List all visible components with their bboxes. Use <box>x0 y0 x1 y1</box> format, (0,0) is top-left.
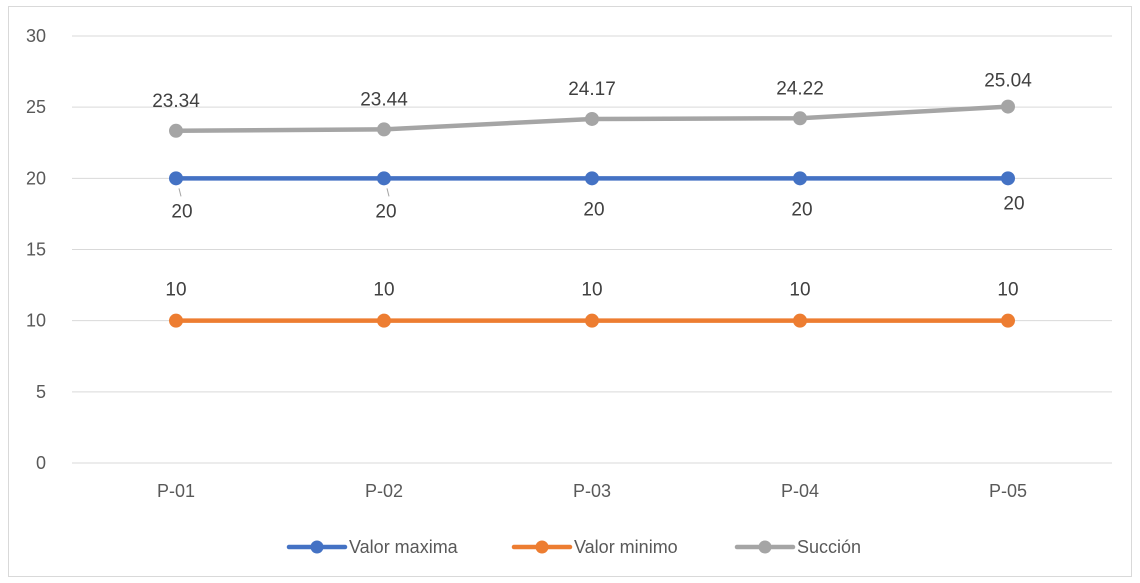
data-label: 23.34 <box>152 91 200 112</box>
data-label: 10 <box>581 280 602 301</box>
legend-marker <box>310 540 324 554</box>
y-tick-label: 5 <box>36 382 46 402</box>
legend-label: Succión <box>797 537 861 557</box>
legend-marker <box>535 540 549 554</box>
data-point <box>1001 171 1015 186</box>
data-point <box>585 171 599 186</box>
y-tick-label: 0 <box>36 453 46 473</box>
leader-line <box>178 188 182 197</box>
data-label: 10 <box>789 280 810 301</box>
data-point <box>377 313 391 328</box>
data-point <box>793 313 807 328</box>
data-label: 20 <box>1003 193 1024 214</box>
y-tick-label: 25 <box>26 97 46 117</box>
data-label: 20 <box>791 199 812 220</box>
data-point <box>169 313 183 328</box>
chart-frame <box>8 6 1132 577</box>
data-label: 20 <box>583 199 604 220</box>
data-point <box>585 111 599 126</box>
legend-label: Valor minimo <box>574 537 678 557</box>
data-point <box>793 171 807 186</box>
gridlines <box>72 35 1112 464</box>
data-label: 24.22 <box>776 78 824 99</box>
data-label: 20 <box>375 201 396 222</box>
y-tick-label: 20 <box>26 168 46 188</box>
data-label: 24.17 <box>568 79 616 100</box>
legend: Valor maxima Valor minimo Succión <box>286 537 861 557</box>
y-tick-label: 30 <box>26 26 46 46</box>
data-label: 10 <box>373 280 394 301</box>
x-tick-label: P-05 <box>989 481 1027 501</box>
legend-label: Valor maxima <box>349 537 459 557</box>
data-label: 20 <box>171 201 192 222</box>
x-tick-label: P-01 <box>157 481 195 501</box>
data-point <box>1001 99 1015 114</box>
data-point <box>169 171 183 186</box>
data-point <box>585 313 599 328</box>
x-tick-label: P-02 <box>365 481 403 501</box>
y-tick-label: 15 <box>26 240 46 260</box>
data-label: 10 <box>997 280 1018 301</box>
data-labels: 20 20 20 20 20 10 10 10 10 10 23.34 23.44 24.17 24.22… <box>152 71 1032 301</box>
x-tick-label: P-04 <box>781 481 819 501</box>
x-axis-ticks: P-01 P-02 P-03 P-04 P-05 <box>157 481 1027 501</box>
data-label: 10 <box>165 280 186 301</box>
series-group <box>169 99 1015 328</box>
data-point <box>793 111 807 126</box>
data-point <box>377 171 391 186</box>
x-tick-label: P-03 <box>573 481 611 501</box>
data-point <box>169 123 183 138</box>
y-tick-label: 10 <box>26 311 46 331</box>
y-axis-ticks: 0 5 10 15 20 25 30 <box>26 26 46 473</box>
data-label: 23.44 <box>360 89 408 110</box>
legend-marker <box>758 540 772 554</box>
leader-line <box>386 188 390 197</box>
data-point <box>377 122 391 137</box>
data-label: 25.04 <box>984 71 1032 92</box>
data-point <box>1001 313 1015 328</box>
